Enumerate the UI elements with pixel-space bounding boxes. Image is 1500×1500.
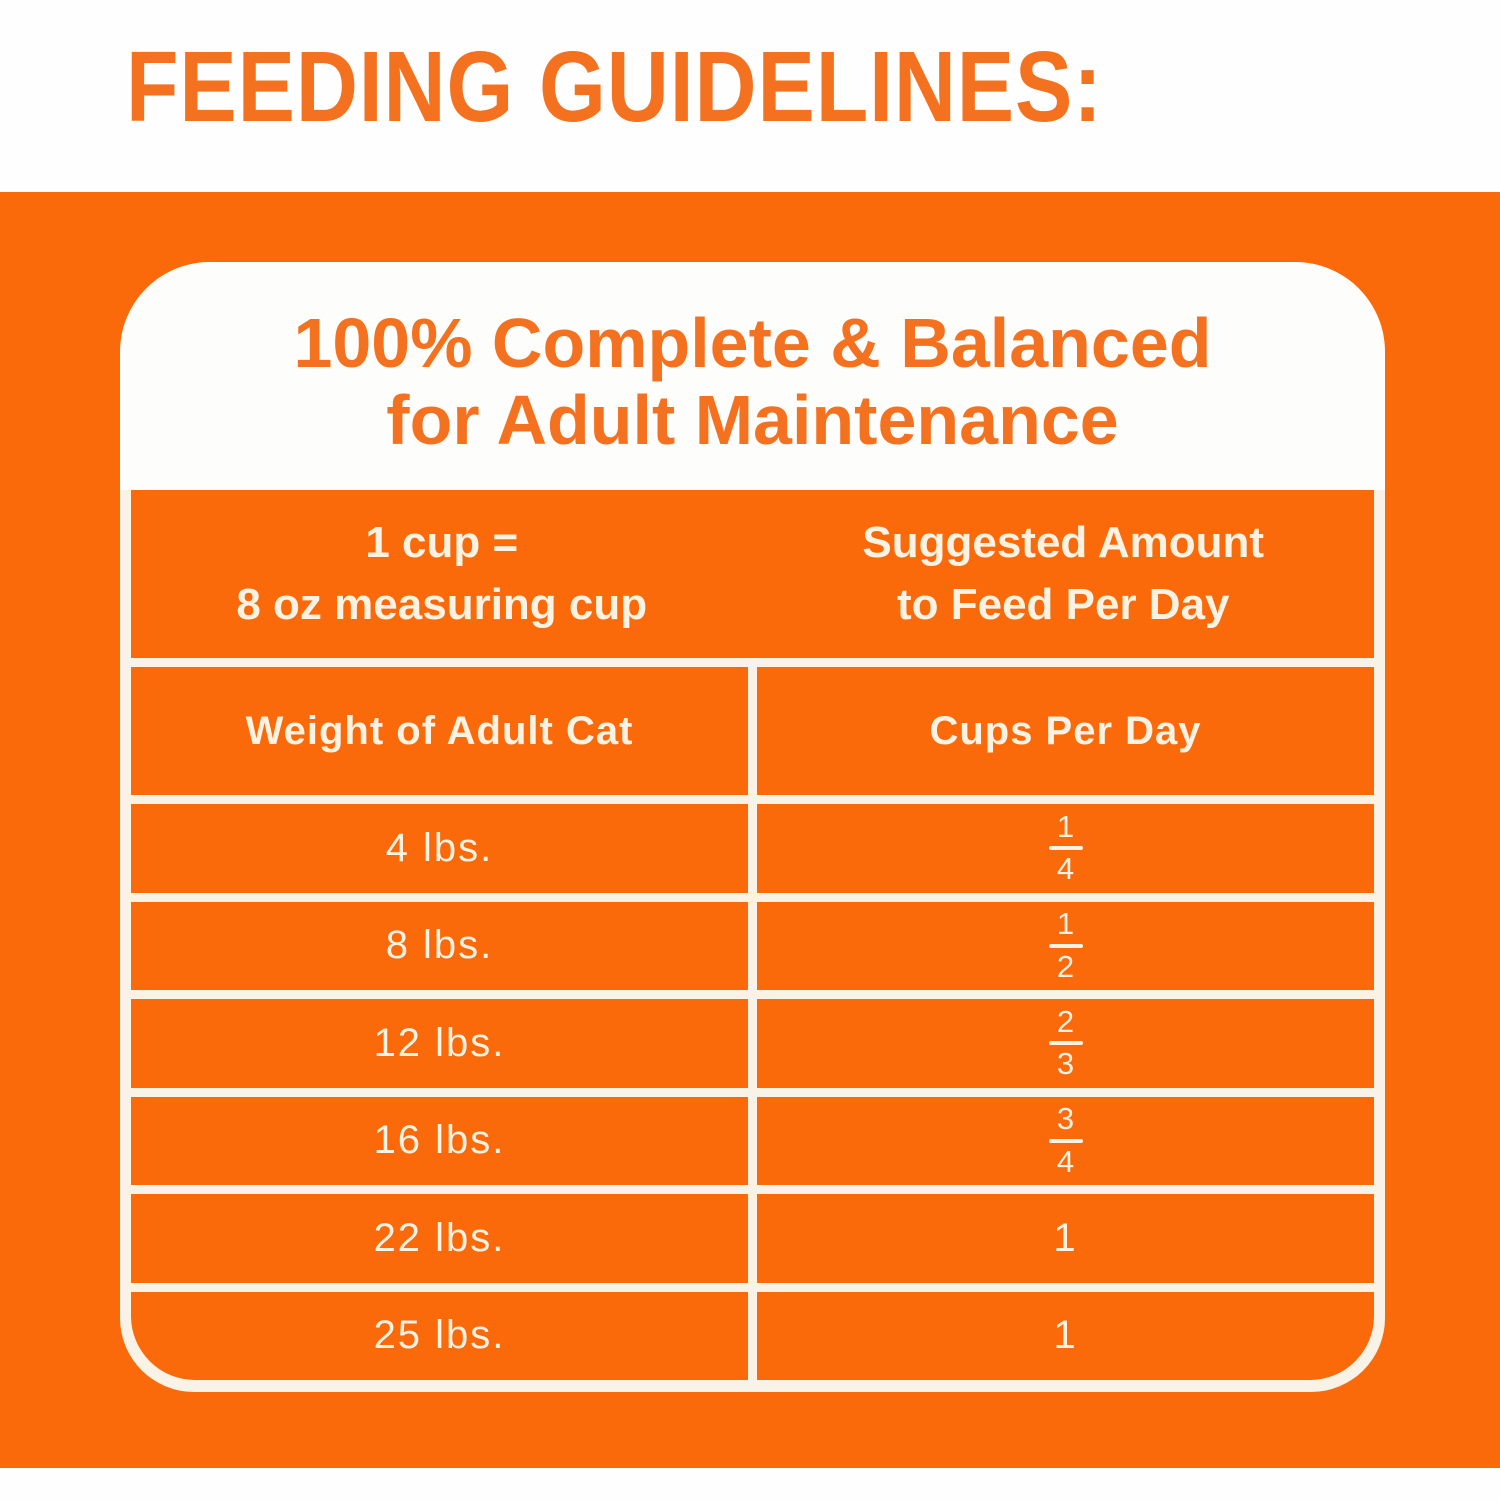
fraction-denominator: 2: [1056, 948, 1075, 984]
table-header-top-row: 1 cup = 8 oz measuring cup Suggested Amo…: [131, 490, 1374, 658]
fraction-numerator: 1: [1056, 906, 1075, 942]
fraction-value: 1 2: [1048, 906, 1083, 984]
table-row: 22 lbs. 1: [131, 1194, 1374, 1283]
cups-cell: 1 4: [757, 804, 1374, 893]
table-row: 16 lbs. 3 4: [131, 1096, 1374, 1185]
table-row: 12 lbs. 2 3: [131, 999, 1374, 1088]
weight-cell: 4 lbs.: [131, 804, 748, 893]
fraction-denominator: 4: [1056, 851, 1075, 887]
table-row: 4 lbs. 1 4: [131, 804, 1374, 893]
column-header-weight: Weight of Adult Cat: [131, 667, 748, 795]
card-title-line2: for Adult Maintenance: [386, 381, 1119, 459]
page-title: FEEDING GUIDELINES:: [126, 31, 1103, 143]
unit-note: 1 cup = 8 oz measuring cup: [131, 512, 753, 637]
card-title: 100% Complete & Balanced for Adult Maint…: [120, 262, 1385, 490]
feeding-table: 1 cup = 8 oz measuring cup Suggested Amo…: [120, 490, 1385, 1392]
unit-note-line1: 1 cup =: [365, 517, 519, 567]
suggestion-header-line2: to Feed Per Day: [896, 580, 1230, 629]
unit-note-line2: 8 oz measuring cup: [236, 580, 648, 629]
fraction-bar: [1048, 1138, 1083, 1143]
fraction-bar: [1048, 943, 1083, 948]
table-row: 25 lbs. 1: [131, 1291, 1374, 1380]
fraction-value: 2 3: [1048, 1003, 1083, 1082]
cups-cell: 1: [757, 1194, 1374, 1283]
header-top-cell: 1 cup = 8 oz measuring cup Suggested Amo…: [131, 490, 1374, 658]
column-header-cups: Cups Per Day: [757, 667, 1374, 795]
weight-cell: 12 lbs.: [131, 999, 748, 1088]
cups-cell: 1 2: [757, 901, 1374, 990]
fraction-bar: [1048, 846, 1083, 851]
suggestion-header: Suggested Amount to Feed Per Day: [753, 512, 1375, 637]
orange-background-band: 100% Complete & Balanced for Adult Maint…: [0, 192, 1500, 1468]
weight-cell: 8 lbs.: [131, 901, 748, 990]
fraction-numerator: 3: [1056, 1101, 1075, 1137]
fraction-numerator: 2: [1056, 1003, 1075, 1039]
fraction-value: 3 4: [1048, 1101, 1083, 1179]
fraction-denominator: 4: [1056, 1143, 1075, 1179]
suggestion-header-line1: Suggested Amount: [862, 517, 1265, 567]
weight-cell: 16 lbs.: [131, 1096, 748, 1185]
guidelines-card: 100% Complete & Balanced for Adult Maint…: [120, 262, 1385, 1392]
weight-cell: 22 lbs.: [131, 1194, 748, 1283]
table-column-header-row: Weight of Adult Cat Cups Per Day: [131, 667, 1374, 795]
cups-cell: 1: [757, 1291, 1374, 1380]
fraction-numerator: 1: [1056, 808, 1075, 844]
fraction-bar: [1048, 1041, 1083, 1046]
fraction-denominator: 3: [1056, 1046, 1075, 1082]
card-title-line1: 100% Complete & Balanced: [293, 304, 1212, 382]
weight-cell: 25 lbs.: [131, 1291, 748, 1380]
table-row: 8 lbs. 1 2: [131, 901, 1374, 990]
cups-cell: 3 4: [757, 1096, 1374, 1185]
cups-cell: 2 3: [757, 999, 1374, 1088]
fraction-value: 1 4: [1048, 808, 1083, 887]
